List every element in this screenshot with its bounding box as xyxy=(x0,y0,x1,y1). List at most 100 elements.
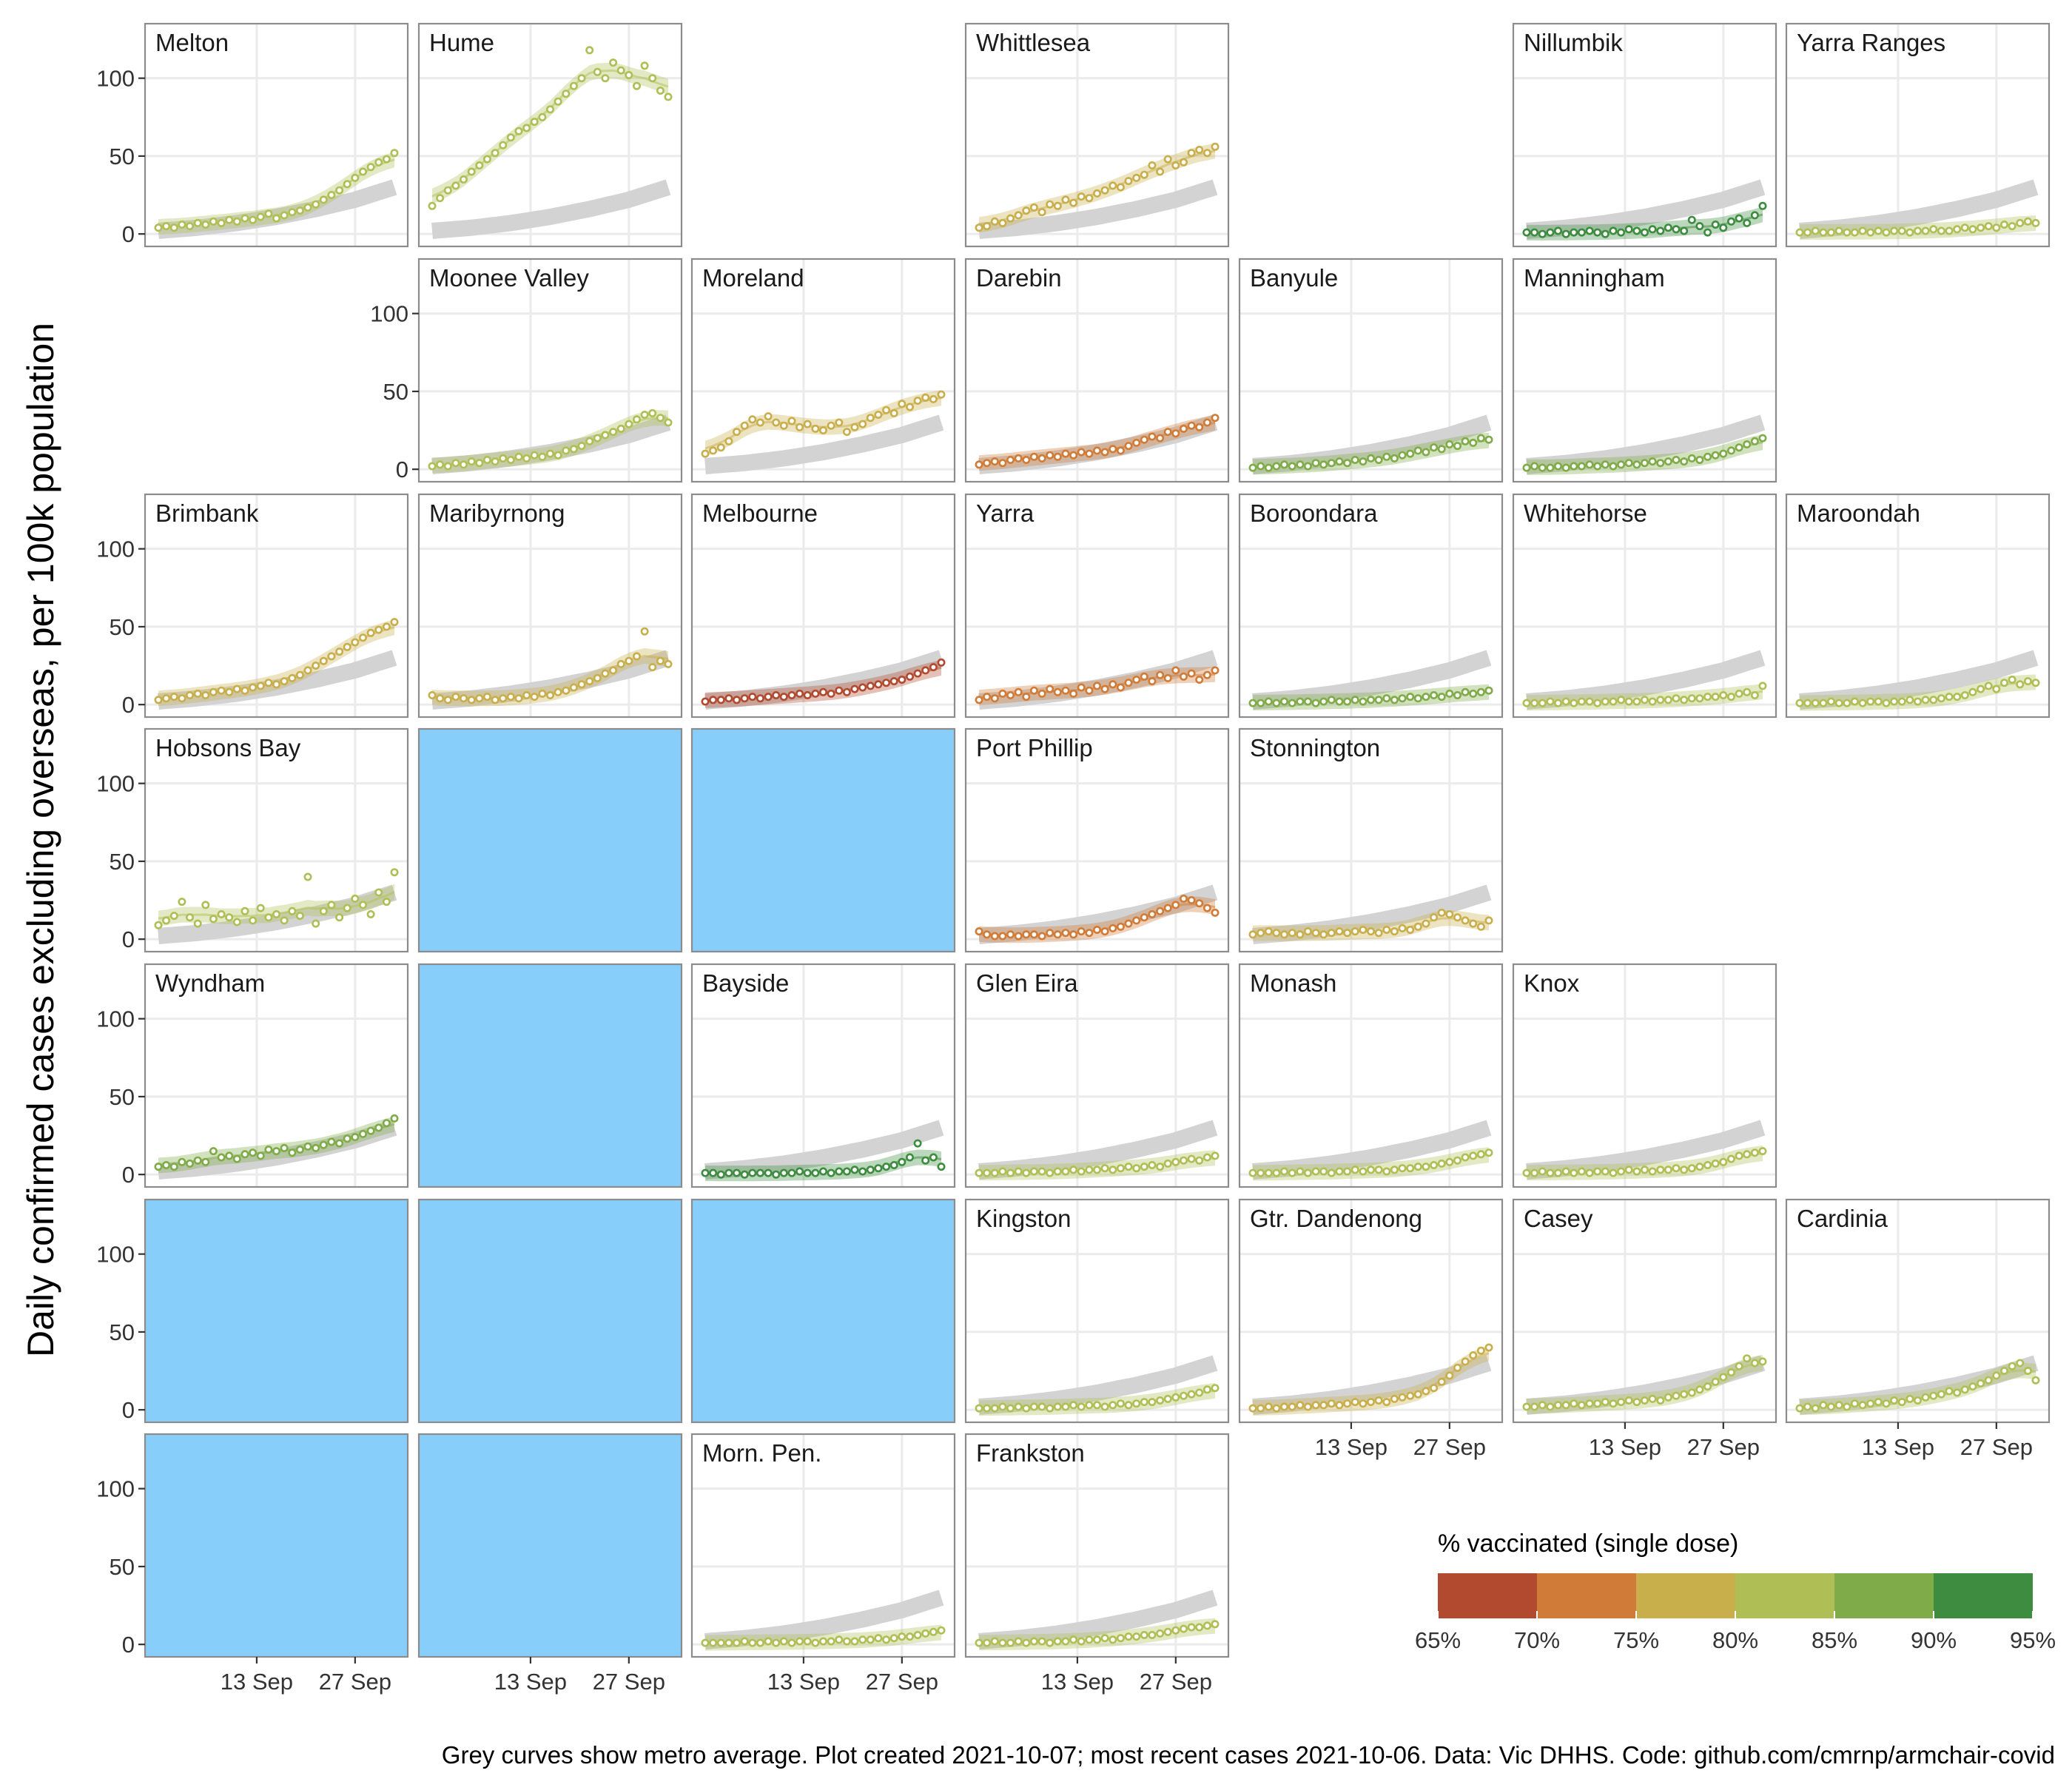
data-point xyxy=(724,437,733,445)
data-point xyxy=(169,693,178,702)
data-point xyxy=(1272,929,1281,938)
empty-tile xyxy=(690,727,956,953)
data-point xyxy=(1609,1168,1618,1177)
data-point xyxy=(1999,220,2008,229)
data-point xyxy=(1866,1399,1875,1408)
x-tick-label: 13 Sep xyxy=(221,1669,293,1695)
data-point xyxy=(732,1168,741,1177)
data-point xyxy=(562,446,571,455)
data-point xyxy=(240,214,249,223)
data-point xyxy=(1171,161,1180,170)
data-point xyxy=(983,1404,992,1413)
data-point xyxy=(1469,919,1478,928)
data-point xyxy=(1585,1168,1594,1177)
data-point xyxy=(1343,697,1352,706)
data-point xyxy=(764,1168,773,1177)
data-point xyxy=(343,904,352,912)
data-point xyxy=(1897,226,1906,235)
data-point xyxy=(514,127,523,135)
data-point xyxy=(1530,228,1539,237)
data-point xyxy=(1061,1402,1070,1411)
data-point xyxy=(835,1167,844,1176)
data-point xyxy=(1735,443,1743,452)
data-point xyxy=(1350,1166,1359,1174)
panel-boroondara: Boroondara xyxy=(1238,493,1504,719)
data-point xyxy=(850,684,859,693)
data-point xyxy=(335,913,344,922)
data-point xyxy=(491,149,500,158)
data-point xyxy=(874,411,883,420)
data-point xyxy=(1037,1637,1046,1646)
data-point xyxy=(256,1151,265,1160)
data-point xyxy=(1656,696,1665,704)
metro-average-curve xyxy=(1526,179,1766,239)
data-point xyxy=(358,167,367,176)
data-point xyxy=(506,455,515,464)
data-point xyxy=(1248,699,1257,707)
data-point xyxy=(2008,222,2016,231)
data-point xyxy=(1632,460,1641,469)
data-point xyxy=(1570,1399,1578,1408)
data-point xyxy=(1163,1159,1172,1168)
data-point xyxy=(1687,694,1696,703)
data-point xyxy=(1538,699,1547,707)
y-tick-label: 0 xyxy=(122,1162,135,1188)
data-point xyxy=(1179,672,1188,681)
data-point xyxy=(514,452,523,461)
data-point xyxy=(1719,449,1728,458)
panel-border xyxy=(964,727,1230,953)
data-point xyxy=(1719,223,1728,232)
panel-hobsons-bay: Hobsons Bay xyxy=(144,727,409,953)
data-point xyxy=(1187,421,1196,430)
data-point xyxy=(459,694,468,703)
data-point xyxy=(898,676,906,684)
data-point xyxy=(1398,1164,1407,1173)
data-point xyxy=(467,167,476,176)
smooth-ribbon xyxy=(158,1116,394,1174)
data-point xyxy=(1843,699,1851,707)
data-point xyxy=(835,1635,844,1644)
panel-label: Glen Eira xyxy=(976,969,1078,997)
data-point xyxy=(1476,687,1485,696)
data-point xyxy=(640,61,649,70)
data-point xyxy=(1195,423,1204,431)
data-point xyxy=(1296,930,1305,939)
panel-label: Maribyrnong xyxy=(429,500,565,527)
data-point xyxy=(796,689,804,698)
data-point xyxy=(1834,699,1843,707)
data-point xyxy=(827,1168,835,1177)
data-point xyxy=(1132,173,1141,182)
panel-label: Yarra Ranges xyxy=(1797,29,1945,56)
data-point xyxy=(732,696,741,704)
data-point xyxy=(201,690,210,699)
data-point xyxy=(1202,670,1211,679)
y-tick-label: 50 xyxy=(110,1319,135,1345)
data-point xyxy=(1311,699,1320,707)
panel-label: Casey xyxy=(1524,1205,1593,1232)
data-point xyxy=(538,452,547,461)
data-point xyxy=(1866,228,1875,237)
data-point xyxy=(1726,217,1735,226)
data-point xyxy=(1703,452,1712,461)
data-point xyxy=(1248,1168,1257,1177)
data-point xyxy=(1758,1147,1767,1156)
panel-morn-pen: Morn. Pen. xyxy=(690,1433,956,1658)
data-point xyxy=(1672,694,1681,703)
data-point xyxy=(169,223,178,232)
data-point xyxy=(491,457,500,466)
smooth-ribbon xyxy=(158,619,394,707)
data-point xyxy=(209,687,218,696)
data-point xyxy=(593,434,602,443)
panel-border xyxy=(964,1433,1230,1658)
data-point xyxy=(811,424,820,433)
data-point xyxy=(1272,1404,1281,1413)
data-point xyxy=(1303,927,1312,936)
y-tick-label: 0 xyxy=(122,692,135,718)
data-point xyxy=(701,1168,710,1177)
data-point xyxy=(358,633,367,642)
data-point xyxy=(249,1148,258,1157)
data-point xyxy=(1445,1157,1454,1166)
data-point xyxy=(506,133,515,142)
panel-yarra-ranges: Yarra Ranges xyxy=(1785,22,2051,248)
data-point xyxy=(585,437,594,445)
